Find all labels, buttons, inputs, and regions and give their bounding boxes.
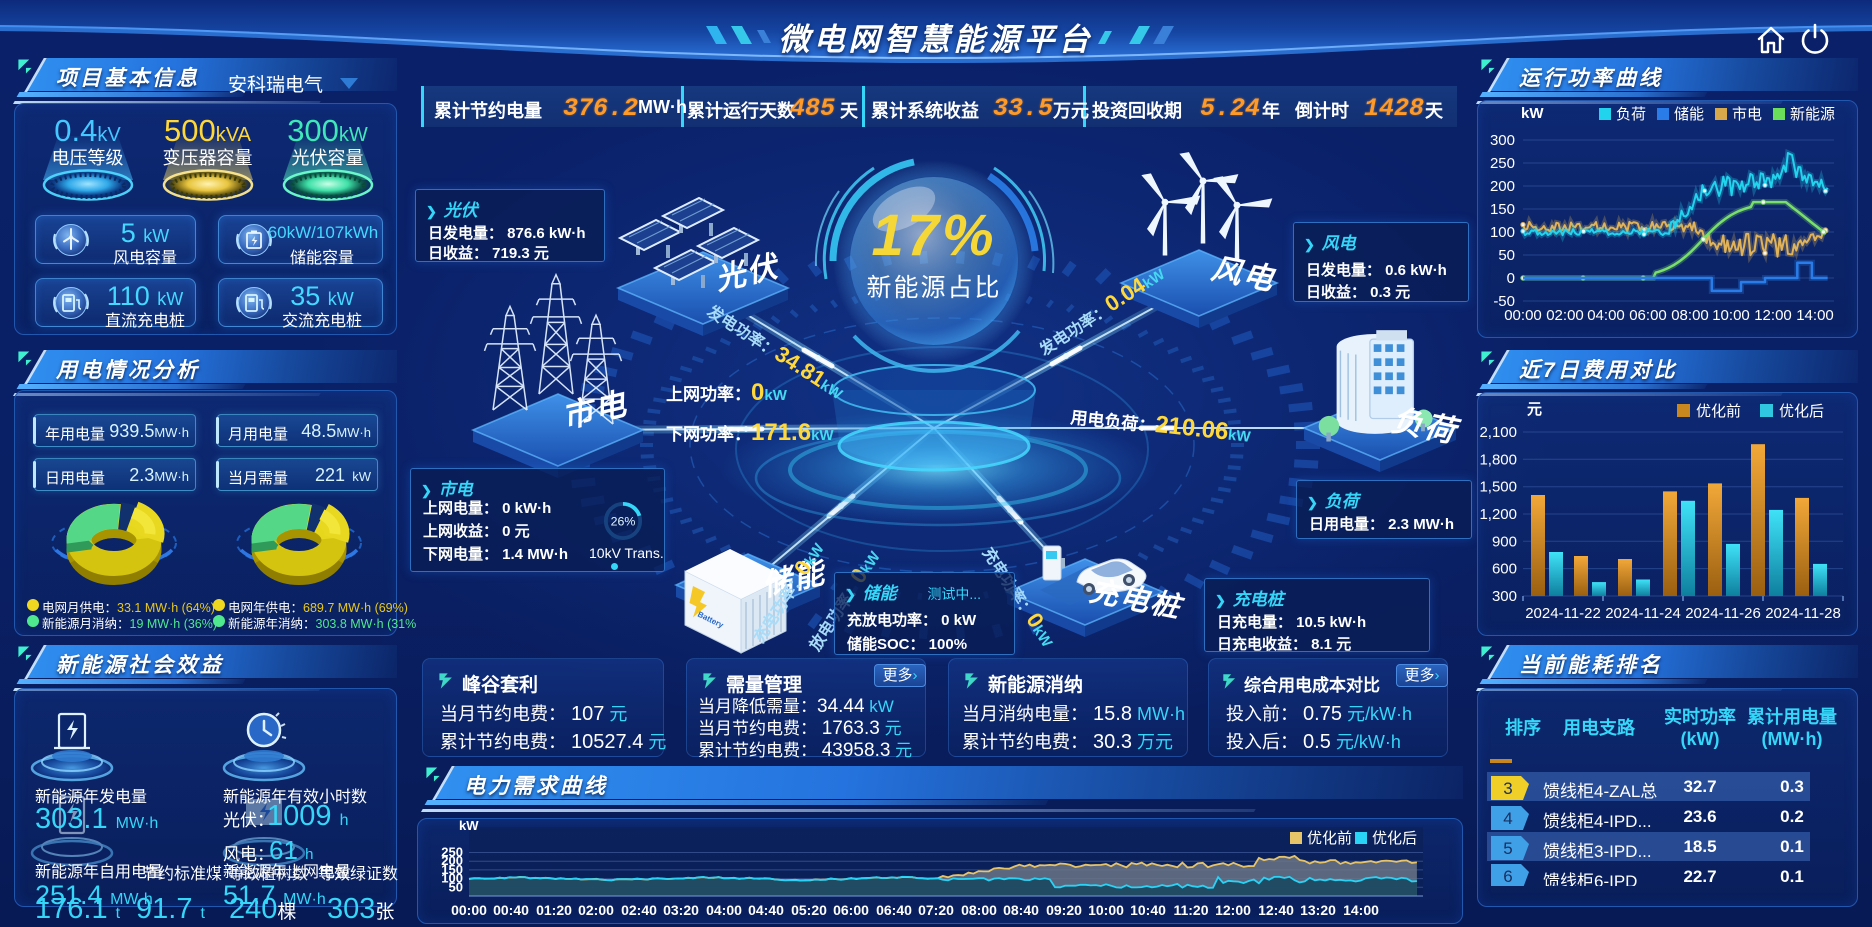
svg-text:02:40: 02:40 bbox=[621, 902, 657, 918]
svg-text:2024-11-24: 2024-11-24 bbox=[1605, 605, 1681, 622]
svg-text:市电: 市电 bbox=[1732, 106, 1762, 123]
svg-text:1,800: 1,800 bbox=[1479, 451, 1517, 468]
svg-text:优化后: 优化后 bbox=[1779, 403, 1824, 420]
svg-text:26%: 26% bbox=[611, 515, 636, 529]
svg-text:3: 3 bbox=[1503, 779, 1512, 798]
svg-text:00:00: 00:00 bbox=[1504, 307, 1542, 324]
svg-text:10:00: 10:00 bbox=[1712, 307, 1750, 324]
svg-text:04:00: 04:00 bbox=[1587, 307, 1625, 324]
svg-text:新能源: 新能源 bbox=[1790, 106, 1835, 123]
svg-text:04:40: 04:40 bbox=[748, 902, 784, 918]
svg-text:02:00: 02:00 bbox=[578, 902, 614, 918]
svg-text:250: 250 bbox=[1490, 155, 1515, 172]
svg-text:12:00: 12:00 bbox=[1754, 307, 1792, 324]
svg-text:10:40: 10:40 bbox=[1130, 902, 1166, 918]
svg-text:02:00: 02:00 bbox=[1546, 307, 1584, 324]
svg-text:08:00: 08:00 bbox=[961, 902, 997, 918]
svg-text:06:40: 06:40 bbox=[876, 902, 912, 918]
svg-text:07:20: 07:20 bbox=[918, 902, 954, 918]
svg-text:2024-11-26: 2024-11-26 bbox=[1685, 605, 1761, 622]
svg-text:250: 250 bbox=[441, 845, 463, 860]
svg-text:12:40: 12:40 bbox=[1258, 902, 1294, 918]
svg-text:-50: -50 bbox=[1493, 293, 1515, 310]
svg-text:300: 300 bbox=[1490, 132, 1515, 149]
svg-text:0: 0 bbox=[1507, 270, 1515, 287]
svg-text:13:20: 13:20 bbox=[1300, 902, 1336, 918]
svg-text:新能源占比: 新能源占比 bbox=[866, 274, 1001, 302]
svg-text:5: 5 bbox=[1503, 839, 1512, 858]
svg-text:kW: kW bbox=[1521, 105, 1544, 122]
svg-text:优化后: 优化后 bbox=[1372, 830, 1417, 847]
svg-text:200: 200 bbox=[1490, 178, 1515, 195]
svg-text:100: 100 bbox=[1490, 224, 1515, 241]
svg-text:04:00: 04:00 bbox=[706, 902, 742, 918]
svg-text:6: 6 bbox=[1503, 867, 1512, 886]
svg-text:优化前: 优化前 bbox=[1696, 403, 1741, 420]
svg-text:储能: 储能 bbox=[1674, 106, 1704, 123]
svg-text:2024-11-22: 2024-11-22 bbox=[1525, 605, 1601, 622]
svg-text:06:00: 06:00 bbox=[833, 902, 869, 918]
svg-text:12:00: 12:00 bbox=[1215, 902, 1251, 918]
svg-text:17%: 17% bbox=[871, 203, 996, 268]
svg-text:优化前: 优化前 bbox=[1307, 830, 1352, 847]
svg-text:03:20: 03:20 bbox=[663, 902, 699, 918]
svg-text:下网功率：171.6kW: 下网功率：171.6kW bbox=[666, 419, 834, 446]
svg-text:150: 150 bbox=[441, 862, 463, 877]
svg-text:06:00: 06:00 bbox=[1629, 307, 1667, 324]
svg-text:11:20: 11:20 bbox=[1173, 902, 1208, 918]
svg-text:09:20: 09:20 bbox=[1046, 902, 1082, 918]
svg-text:2024-11-28: 2024-11-28 bbox=[1765, 605, 1841, 622]
svg-text:900: 900 bbox=[1492, 533, 1517, 550]
svg-text:00:40: 00:40 bbox=[493, 902, 529, 918]
svg-text:14:00: 14:00 bbox=[1796, 307, 1834, 324]
svg-text:150: 150 bbox=[1490, 201, 1515, 218]
svg-text:4: 4 bbox=[1503, 809, 1512, 828]
svg-text:上网功率：0kW: 上网功率：0kW bbox=[666, 379, 788, 406]
svg-text:08:00: 08:00 bbox=[1671, 307, 1709, 324]
svg-text:元: 元 bbox=[1527, 401, 1542, 418]
svg-text:1,500: 1,500 bbox=[1479, 479, 1517, 496]
svg-text:00:00: 00:00 bbox=[451, 902, 487, 918]
svg-text:01:20: 01:20 bbox=[536, 902, 572, 918]
svg-text:05:20: 05:20 bbox=[791, 902, 827, 918]
svg-text:200: 200 bbox=[441, 853, 463, 868]
svg-text:负荷: 负荷 bbox=[1616, 106, 1646, 123]
svg-text:08:40: 08:40 bbox=[1003, 902, 1039, 918]
svg-text:kW: kW bbox=[459, 818, 479, 833]
svg-text:50: 50 bbox=[1498, 247, 1515, 264]
svg-text:1,200: 1,200 bbox=[1479, 506, 1517, 523]
svg-text:2,100: 2,100 bbox=[1479, 424, 1517, 441]
svg-text:50: 50 bbox=[449, 879, 463, 894]
svg-text:14:00: 14:00 bbox=[1343, 902, 1379, 918]
svg-text:300: 300 bbox=[1492, 588, 1517, 605]
svg-text:10:00: 10:00 bbox=[1088, 902, 1124, 918]
svg-text:600: 600 bbox=[1492, 561, 1517, 578]
svg-text:100: 100 bbox=[441, 871, 463, 886]
